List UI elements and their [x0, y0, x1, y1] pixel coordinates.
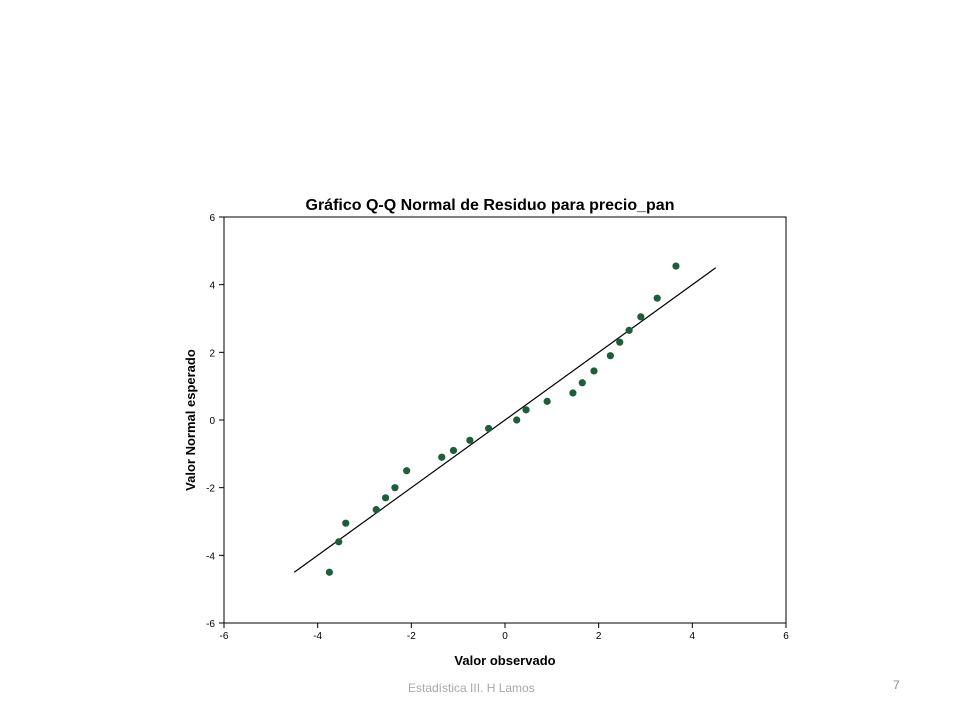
data-points [325, 262, 680, 576]
data-point [438, 453, 446, 461]
x-tick-label: 6 [783, 631, 789, 642]
data-point [616, 338, 624, 346]
chart-title: Gráfico Q-Q Normal de Residuo para preci… [306, 197, 675, 214]
data-point [637, 313, 645, 321]
data-point [372, 506, 380, 514]
data-point [625, 326, 633, 334]
y-tick-label: 6 [209, 213, 215, 224]
x-tick-label: 0 [502, 631, 508, 642]
data-point [485, 424, 493, 433]
data-point [653, 294, 661, 302]
y-tick-label: 0 [209, 416, 215, 427]
data-point [578, 379, 586, 387]
y-tick-label: 4 [209, 281, 215, 292]
data-point [449, 446, 458, 455]
x-tick-label: 4 [690, 631, 696, 642]
data-point [381, 494, 390, 502]
x-axis-ticks: -6 -4 -2 0 2 4 6 [220, 623, 789, 642]
y-tick-label: -2 [206, 484, 215, 495]
data-point [569, 389, 577, 397]
y-tick-label: -4 [206, 551, 215, 562]
y-axis-title: Valor Normal esperado [183, 349, 198, 491]
x-tick-label: -4 [313, 631, 322, 642]
reference-line [293, 267, 717, 573]
data-point [466, 436, 474, 444]
data-point [590, 367, 598, 375]
y-axis-ticks: -6 -4 -2 0 2 4 6 [206, 213, 224, 630]
data-point [672, 262, 680, 270]
data-point [522, 406, 530, 414]
reference-line-group [293, 267, 717, 573]
data-point [513, 416, 521, 424]
data-point [391, 484, 399, 492]
footer-text: Estadística III. H Lamos [408, 681, 535, 695]
y-tick-label: -6 [206, 619, 215, 630]
data-point [543, 397, 551, 405]
x-tick-label: -6 [220, 631, 229, 642]
data-point [606, 352, 614, 360]
data-point [403, 467, 411, 475]
x-tick-label: 2 [596, 631, 602, 642]
data-point [342, 519, 350, 527]
y-tick-label: 2 [209, 348, 215, 359]
x-tick-label: -2 [407, 631, 416, 642]
page-number: 7 [893, 678, 900, 692]
data-point [325, 568, 333, 576]
data-point [335, 538, 343, 546]
x-axis-title: Valor observado [454, 653, 555, 668]
